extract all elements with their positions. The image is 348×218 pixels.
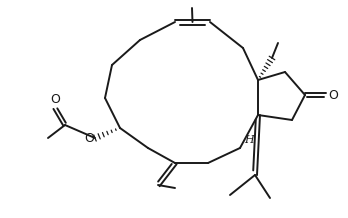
- Text: O: O: [50, 93, 60, 106]
- Text: O: O: [84, 131, 94, 145]
- Text: H: H: [244, 135, 254, 145]
- Text: O: O: [328, 89, 338, 102]
